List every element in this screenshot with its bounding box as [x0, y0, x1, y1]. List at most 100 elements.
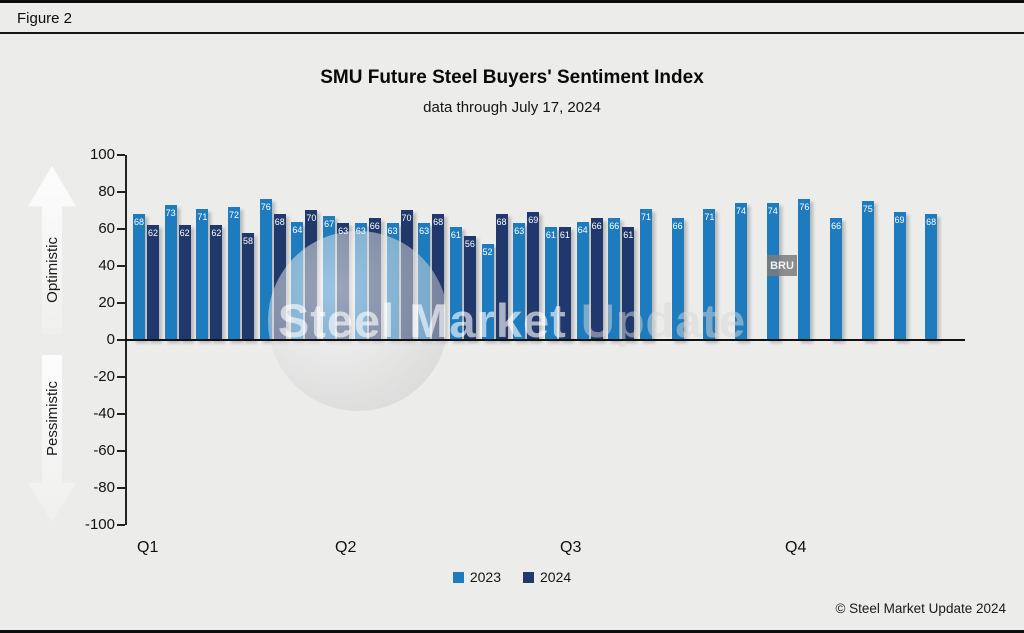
bar-2024: 70: [305, 210, 318, 340]
y-tick-label: 60: [98, 220, 115, 237]
y-tick-mark: [117, 376, 125, 378]
bar-2024: 70: [400, 210, 413, 340]
bar-2024: 66: [368, 218, 381, 340]
bar-2024: 69: [527, 212, 540, 340]
bar-value-label: 58: [243, 236, 254, 246]
bar-2024: 58: [242, 233, 255, 340]
bar-group: 64 70: [291, 155, 323, 340]
bar-value-label: 63: [419, 226, 430, 236]
bar-2023: 66: [671, 218, 684, 340]
bar-group: 71: [640, 155, 672, 340]
chart-title: SMU Future Steel Buyers' Sentiment Index: [320, 67, 704, 88]
bar-value-label: 70: [401, 213, 412, 223]
bar-value-label: 61: [559, 230, 570, 240]
y-tick-mark: [117, 487, 125, 489]
y-tick-label: 80: [98, 183, 115, 200]
bar-group: 74: [735, 155, 767, 340]
bar-group: 76 68: [259, 155, 292, 340]
bar-group: 61 56: [449, 155, 482, 340]
bar-2024: 56: [463, 236, 476, 340]
copyright-notice: © Steel Market Update 2024: [835, 601, 1006, 616]
bar-2024: 62: [147, 225, 159, 340]
legend-swatch-2024: [523, 571, 534, 583]
bar-value-label: 66: [369, 221, 380, 231]
legend-item-2023: 2023: [452, 569, 501, 585]
bar-value-label: 75: [862, 204, 873, 214]
bar-2024: 66: [590, 218, 603, 340]
bar-2023: 74: [735, 203, 748, 340]
legend-label-2024: 2024: [540, 569, 572, 585]
bar-value-label: 68: [433, 217, 444, 227]
y-tick-label: -60: [93, 442, 115, 459]
y-tick-mark: [117, 413, 125, 415]
bar-value-label: 68: [926, 217, 937, 227]
bar-2024: 68: [495, 214, 508, 340]
bar-2023: 64: [576, 222, 589, 340]
bar-group: 74: [766, 155, 799, 340]
x-label-q2: Q2: [335, 539, 357, 556]
bar-value-label: 52: [482, 247, 493, 257]
bar-2023: 61: [449, 227, 462, 340]
bar-2023: 66: [830, 218, 843, 340]
y-tick-mark: [117, 228, 125, 230]
optimistic-label: Optimistic: [43, 237, 61, 304]
figure-label: Figure 2: [17, 10, 73, 27]
bar-group: 72 58: [228, 155, 260, 340]
bar-2023: 68: [925, 214, 938, 340]
bar-group: 66 61: [608, 155, 640, 340]
bar-2023: 76: [259, 199, 272, 340]
bar-2023: 64: [291, 222, 304, 340]
bar-value-label: 63: [355, 226, 366, 236]
y-tick-mark: [117, 524, 125, 526]
bar-group: 76: [798, 155, 830, 340]
zero-baseline: [125, 339, 965, 341]
bar-2024: 63: [337, 223, 350, 340]
y-tick-label: 40: [98, 257, 115, 274]
bar-value-label: 76: [260, 202, 271, 212]
bar-2023: 63: [418, 223, 431, 340]
bar-value-label: 71: [197, 212, 208, 222]
bar-value-label: 73: [165, 208, 176, 218]
x-label-q4: Q4: [785, 539, 807, 556]
bar-value-label: 74: [736, 206, 747, 216]
bar-2023: 74: [766, 203, 779, 340]
figure-header-rule: [0, 32, 1024, 34]
plot-area: 100 80 60 40 20 0 -20 -40 -60 -80 -100 68 62 73 62 71 6…: [85, 146, 965, 556]
y-tick-mark: [117, 339, 125, 341]
legend-label-2023: 2023: [469, 569, 501, 585]
y-tick-mark: [117, 154, 125, 156]
y-tick-mark: [117, 450, 125, 452]
bar-value-label: 66: [831, 221, 842, 231]
y-tick-label: -20: [93, 368, 115, 385]
bar-2023: 52: [481, 244, 494, 340]
x-label-q3: Q3: [560, 539, 582, 556]
y-tick-label: 20: [98, 294, 115, 311]
bar-group: 68: [925, 155, 957, 340]
bar-group: 66: [830, 155, 862, 340]
bar-value-label: 69: [894, 215, 905, 225]
bar-2023: 71: [703, 209, 716, 340]
bar-2023: 68: [133, 214, 145, 340]
y-tick-label: 0: [106, 331, 115, 348]
legend-swatch-2023: [452, 571, 464, 583]
bar-value-label: 66: [672, 221, 683, 231]
y-tick-label: 100: [89, 146, 115, 163]
bar-group: 75: [861, 155, 894, 340]
bar-value-label: 61: [545, 230, 556, 240]
bar-group: 73 62: [164, 155, 197, 340]
bar-value-label: 76: [799, 202, 810, 212]
bar-2023: 63: [354, 223, 367, 340]
chart-subtitle: data through July 17, 2024: [423, 99, 601, 116]
legend-item-2024: 2024: [523, 569, 571, 585]
bar-2023: 75: [861, 201, 874, 340]
bar-2023: 71: [640, 209, 652, 340]
bar-value-label: 71: [640, 212, 651, 222]
bar-value-label: 63: [387, 226, 398, 236]
y-tick-mark: [117, 191, 125, 193]
bar-value-label: 71: [704, 212, 715, 222]
bar-group: 64 66: [576, 155, 609, 340]
y-tick-label: -100: [84, 516, 115, 533]
bar-value-label: 64: [577, 225, 588, 235]
bar-value-label: 66: [609, 221, 620, 231]
bar-2023: 67: [323, 216, 336, 340]
